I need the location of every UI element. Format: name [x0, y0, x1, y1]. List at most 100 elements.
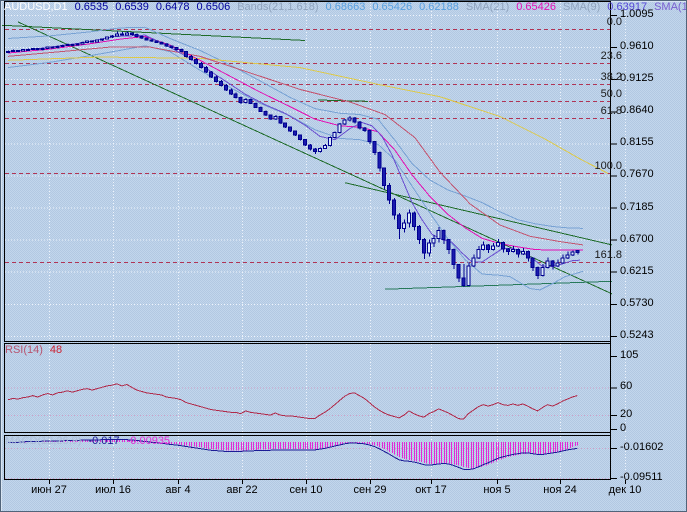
candle-body — [332, 131, 337, 139]
candle-body — [233, 93, 238, 98]
price-tick-label: 1.0095 — [620, 8, 654, 20]
candle-body — [80, 41, 85, 45]
sma-50 — [7, 46, 584, 246]
candle-body — [545, 260, 550, 268]
date-label: окт 17 — [415, 484, 447, 496]
candle-body — [298, 134, 303, 141]
candle-body — [387, 184, 392, 201]
open-value: 0.6535 — [74, 1, 109, 13]
candle-body — [565, 254, 570, 259]
rsi-readout: RSI(14) 48 — [5, 344, 69, 356]
date-label: дек 10 — [608, 484, 642, 496]
candle-body — [35, 48, 40, 51]
candle-body — [85, 40, 90, 43]
candle-body — [322, 145, 327, 149]
candle-body — [293, 130, 298, 136]
candle-body — [496, 241, 501, 247]
candle-body — [238, 96, 243, 104]
date-label: авг 4 — [165, 484, 191, 496]
trendline-top-resistance[interactable] — [1, 24, 306, 41]
candle-body — [466, 265, 471, 286]
candle-body — [129, 32, 134, 36]
bands-lower-value: 0.62188 — [419, 1, 459, 13]
candle-body — [223, 84, 228, 91]
candle-body — [550, 260, 555, 267]
candle-body — [367, 129, 372, 143]
candle-body — [461, 277, 466, 286]
rsi-tick-label: 105 — [620, 349, 639, 361]
fib-level-label: 38.2 — [600, 71, 622, 84]
candle-body — [402, 222, 406, 229]
candle-body — [199, 63, 204, 69]
candle-body — [45, 46, 50, 49]
price-tick-label: 0.6700 — [620, 232, 654, 245]
candle-body — [476, 249, 481, 259]
close-value: 0.6506 — [196, 1, 231, 13]
fib-level-label: 0.0 — [606, 16, 622, 29]
candle-body — [377, 151, 382, 169]
candle-body — [416, 225, 421, 241]
candle-body — [204, 67, 208, 73]
candle-body — [194, 59, 199, 65]
candle-body — [337, 123, 342, 133]
candle-body — [283, 122, 288, 128]
price-tick-label: 0.8155 — [620, 136, 654, 149]
date-label: июн 27 — [31, 484, 67, 496]
candle-body — [555, 262, 560, 267]
candle-body — [149, 39, 154, 42]
candle-body — [481, 244, 486, 251]
candle-body — [560, 257, 565, 264]
candle-body — [431, 237, 436, 244]
candle-body — [248, 98, 253, 104]
candle-body — [6, 50, 10, 53]
candle-body — [65, 43, 70, 46]
candle-body — [109, 35, 114, 38]
symbol-timeframe: AUDUSD,D1 — [4, 1, 68, 13]
sma100-label: SMA(100) — [654, 1, 686, 13]
sma-21 — [7, 36, 583, 251]
candle-body — [25, 48, 30, 51]
candle-body — [397, 214, 402, 229]
candle-body — [218, 80, 223, 86]
candle-body — [312, 148, 317, 153]
candle-body — [327, 137, 332, 147]
candle-body — [50, 46, 55, 49]
candle-body — [100, 38, 105, 41]
candle-body — [382, 167, 387, 186]
candle-body — [20, 49, 25, 52]
date-label: сен 10 — [289, 484, 323, 496]
candle-body — [451, 249, 456, 266]
candle-body — [317, 147, 322, 153]
candle-body — [253, 102, 258, 108]
candle-body — [213, 76, 218, 82]
candle-body — [258, 106, 263, 112]
candle-body — [119, 33, 124, 36]
candle-body — [446, 239, 451, 251]
candle-body — [208, 71, 213, 78]
price-tick-label: 0.9610 — [620, 40, 654, 53]
bands-label: Bands(21,1.618) — [237, 1, 319, 13]
candle-body — [55, 45, 60, 49]
candle-body — [124, 32, 129, 36]
low-value: 0.6478 — [155, 1, 190, 13]
candle-body — [303, 139, 307, 146]
candle-body — [570, 251, 575, 256]
price-tick-label: 0.8640 — [620, 104, 654, 117]
trendline-base-support[interactable] — [384, 280, 613, 290]
fib-level-label: 23.6 — [600, 50, 622, 63]
bands-mid-value: 0.65426 — [372, 1, 413, 13]
macd-line — [7, 438, 578, 471]
candle-body — [392, 199, 397, 216]
sma-100 — [7, 56, 609, 174]
price-tick-label: 0.7185 — [620, 200, 654, 213]
high-value: 0.6539 — [115, 1, 149, 13]
date-label: ноя 24 — [543, 484, 577, 496]
candle-body — [510, 249, 515, 253]
candle-body — [525, 251, 530, 259]
candle-body — [411, 212, 416, 227]
candle-body — [10, 49, 15, 52]
candle-body — [486, 244, 491, 251]
candle-body — [164, 43, 169, 47]
candle-body — [179, 48, 184, 53]
